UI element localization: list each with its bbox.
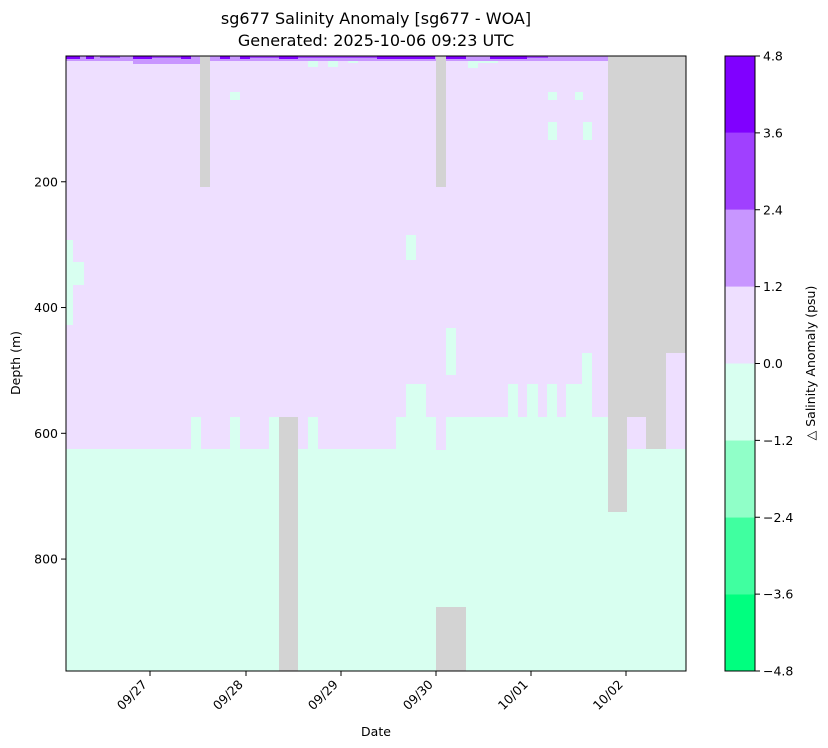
x-tick-label: 10/02: [590, 677, 626, 713]
colorbar-tick-label: −1.2: [763, 433, 793, 448]
mint-anomaly-patch: [508, 384, 518, 430]
mint-anomaly-patch: [468, 58, 478, 68]
y-tick-label: 800: [34, 552, 58, 567]
no-data-block: [646, 417, 666, 449]
surface-anomaly-peak: [377, 56, 435, 59]
colorbar: −4.8 −3.6 −2.4 −1.2 0.0 1.2 2.4 3.6 4.8: [724, 49, 793, 679]
x-tick-label: 09/28: [210, 677, 246, 713]
x-tick-label: 09/30: [400, 677, 436, 713]
mint-anomaly-patch: [269, 417, 279, 450]
x-axis: 09/27 09/28 09/29 09/30 10/01 10/02: [114, 671, 627, 713]
no-data-block: [436, 607, 466, 671]
surface-anomaly-patch: [133, 56, 200, 64]
colorbar-segment: [725, 286, 755, 364]
surface-anomaly-peak: [490, 56, 527, 59]
plot-frame: [65, 55, 687, 672]
y-axis: 200 400 600 800: [34, 174, 66, 567]
colorbar-label: △ Salinity Anomaly (psu): [803, 286, 818, 441]
mint-anomaly-patch: [446, 417, 618, 450]
mint-anomaly-patch: [582, 353, 592, 430]
x-tick-label: 10/01: [495, 677, 531, 713]
chart-subtitle: Generated: 2025-10-06 09:23 UTC: [238, 31, 514, 50]
y-tick-label: 400: [34, 300, 58, 315]
surface-anomaly-peak: [152, 56, 181, 58]
colorbar-segment: [725, 440, 755, 518]
upper-anomaly-region: [66, 56, 686, 450]
colorbar-tick-label: −4.8: [763, 664, 793, 679]
mint-anomaly-patch: [66, 262, 84, 285]
no-data-block: [646, 56, 666, 449]
no-data-block: [608, 56, 627, 512]
mint-anomaly-patch: [446, 328, 456, 375]
mint-anomaly-patch: [308, 58, 318, 67]
y-axis-label: Depth (m): [8, 331, 23, 395]
heatmap-plot-area: [65, 55, 687, 672]
surface-anomaly-peak: [133, 56, 152, 59]
surface-anomaly-peak: [446, 56, 466, 59]
colorbar-tick-label: −2.4: [763, 510, 793, 525]
mint-anomaly-patch: [328, 58, 338, 67]
mint-anomaly-patch: [230, 417, 240, 450]
mint-anomaly-patch: [547, 384, 557, 430]
colorbar-tick-label: 2.4: [763, 202, 783, 217]
surface-anomaly-peak: [220, 56, 230, 59]
colorbar-tick-label: 3.6: [763, 125, 783, 140]
no-data-block: [666, 56, 686, 353]
mint-anomaly-patch: [66, 240, 73, 262]
colorbar-segment: [725, 209, 755, 287]
colorbar-tick-label: 1.2: [763, 279, 783, 294]
lavender-anomaly-patch: [436, 417, 446, 450]
colorbar-tick-label: −3.6: [763, 587, 793, 602]
surface-anomaly-peak: [240, 56, 250, 59]
no-data-block: [627, 56, 646, 417]
lower-anomaly-region: [66, 449, 686, 671]
mint-anomaly-patch: [308, 417, 318, 450]
x-tick-label: 09/29: [305, 677, 341, 713]
mint-anomaly-patch: [527, 384, 538, 430]
no-data-block: [200, 56, 210, 187]
colorbar-segment: [725, 517, 755, 595]
colorbar-segment: [725, 594, 755, 671]
x-axis-label: Date: [361, 724, 391, 739]
surface-anomaly-peak: [100, 56, 120, 58]
colorbar-segment: [725, 56, 755, 133]
chart-title: sg677 Salinity Anomaly [sg677 - WOA]: [221, 9, 531, 28]
colorbar-segment: [725, 132, 755, 210]
y-tick-label: 200: [34, 174, 58, 189]
surface-anomaly-peak: [86, 56, 94, 59]
surface-anomaly-peak: [298, 56, 377, 58]
mint-anomaly-patch: [575, 92, 583, 100]
colorbar-tick-label: 0.0: [763, 356, 783, 371]
mint-anomaly-patch: [548, 92, 557, 100]
mint-anomaly-patch: [191, 417, 201, 450]
mint-anomaly-patch: [548, 122, 557, 140]
mint-anomaly-patch: [406, 235, 416, 260]
mint-anomaly-patch: [583, 122, 592, 140]
surface-anomaly-peak: [527, 56, 548, 58]
mint-anomaly-patch: [66, 285, 73, 325]
x-tick-label: 09/27: [114, 677, 150, 713]
no-data-block: [436, 56, 446, 187]
y-tick-label: 600: [34, 426, 58, 441]
colorbar-tick-label: 4.8: [763, 49, 783, 64]
surface-anomaly-peak: [66, 56, 80, 59]
surface-anomaly-peak: [279, 56, 298, 59]
colorbar-segment: [725, 363, 755, 441]
surface-anomaly-strip: [66, 56, 686, 61]
surface-anomaly-peak: [250, 56, 279, 58]
no-data-block: [279, 417, 298, 671]
surface-anomaly-peak: [181, 56, 191, 59]
mint-anomaly-patch: [230, 92, 240, 100]
